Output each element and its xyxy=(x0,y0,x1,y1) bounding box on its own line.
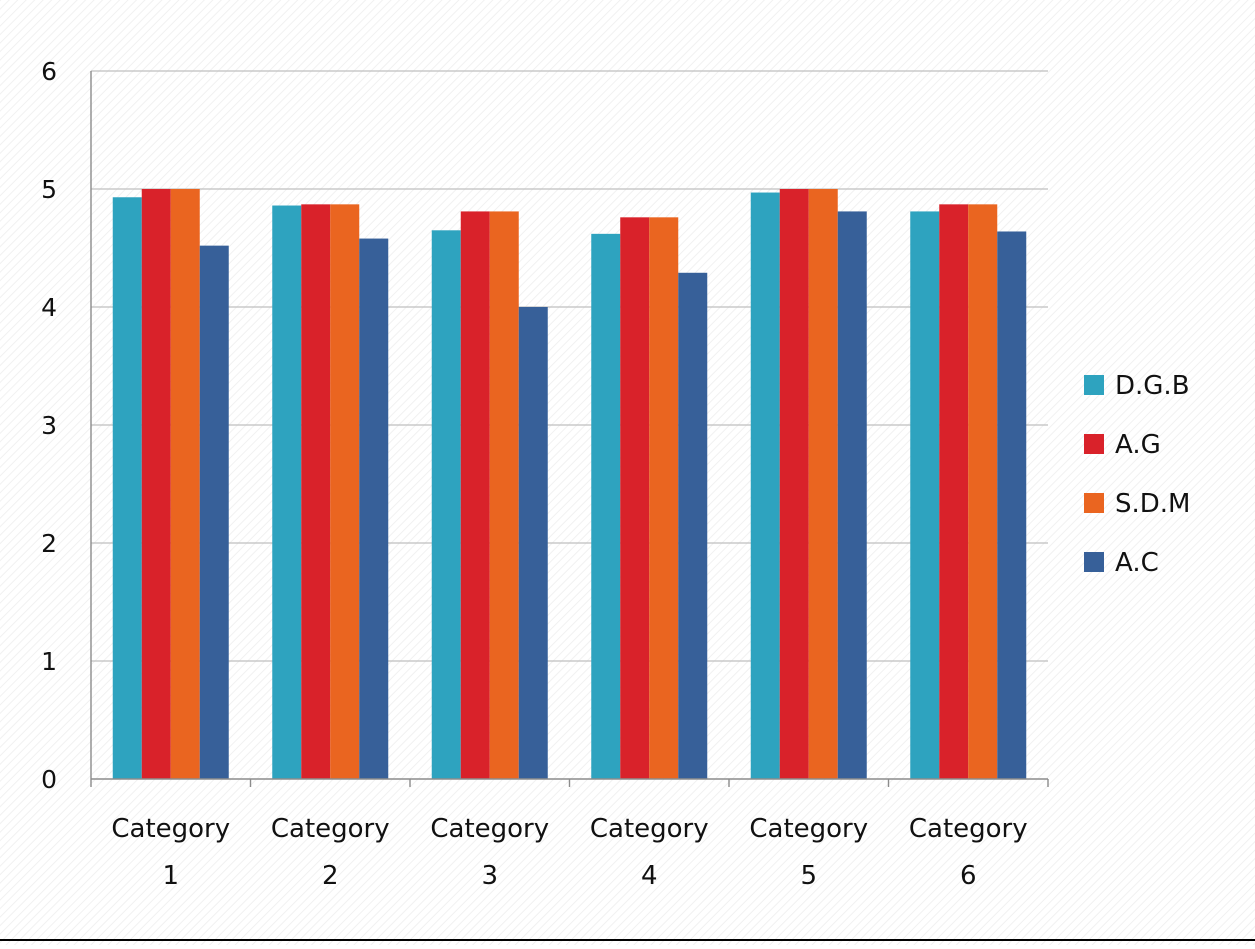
x-tick-label: 2 xyxy=(322,861,339,891)
bar xyxy=(489,211,519,780)
bar xyxy=(141,189,171,779)
legend-swatch xyxy=(1084,552,1104,572)
bar xyxy=(808,189,838,779)
bar xyxy=(779,189,809,779)
gridlines xyxy=(91,70,1048,662)
x-tick-label: Category xyxy=(749,814,868,844)
legend: D.G.B A.G S.D.M A.C xyxy=(1084,371,1191,578)
x-tick-label: Category xyxy=(111,814,230,844)
bar xyxy=(359,238,389,779)
y-tick-label: 4 xyxy=(41,293,57,322)
y-tick-label: 5 xyxy=(41,175,57,204)
bar xyxy=(750,192,780,780)
x-tick-label: 3 xyxy=(481,861,498,891)
bar xyxy=(939,204,969,780)
x-tick-label: Category xyxy=(430,814,549,844)
bar xyxy=(968,204,998,780)
legend-label: A.C xyxy=(1115,548,1159,578)
bars xyxy=(112,189,1027,780)
x-tick-label: Category xyxy=(271,814,390,844)
bar xyxy=(170,189,200,779)
legend-swatch xyxy=(1084,434,1104,454)
bar xyxy=(330,204,360,780)
x-tick-label: Category xyxy=(590,814,709,844)
x-tick-label: 6 xyxy=(960,861,977,891)
bar xyxy=(199,245,229,779)
y-tick-label: 6 xyxy=(41,57,57,86)
bar xyxy=(678,272,708,779)
y-tick-label: 3 xyxy=(41,411,57,440)
legend-label: A.G xyxy=(1115,430,1161,460)
legend-label: D.G.B xyxy=(1115,371,1190,401)
bar xyxy=(518,307,548,779)
legend-swatch xyxy=(1084,375,1104,395)
y-tick-label: 0 xyxy=(41,765,57,794)
bar xyxy=(431,230,461,780)
bar xyxy=(301,204,331,780)
bar xyxy=(112,197,142,779)
bar xyxy=(997,231,1027,780)
x-tick-label: 5 xyxy=(800,861,817,891)
bar xyxy=(272,205,302,779)
y-tick-label: 1 xyxy=(41,647,57,676)
bar xyxy=(649,217,679,779)
x-tick-label: 1 xyxy=(162,861,179,891)
x-tick-label: 4 xyxy=(641,861,658,891)
legend-label: S.D.M xyxy=(1115,489,1191,519)
y-tick-label: 2 xyxy=(41,529,57,558)
axes: 0 1 2 3 4 5 6 Category 1 Category 2 Category 3 Catego… xyxy=(41,57,1049,891)
bar xyxy=(460,211,490,780)
legend-swatch xyxy=(1084,493,1104,513)
bar xyxy=(837,211,867,780)
bar xyxy=(620,217,650,779)
bar xyxy=(591,233,621,780)
bar xyxy=(910,211,940,780)
x-tick-label: Category xyxy=(909,814,1028,844)
